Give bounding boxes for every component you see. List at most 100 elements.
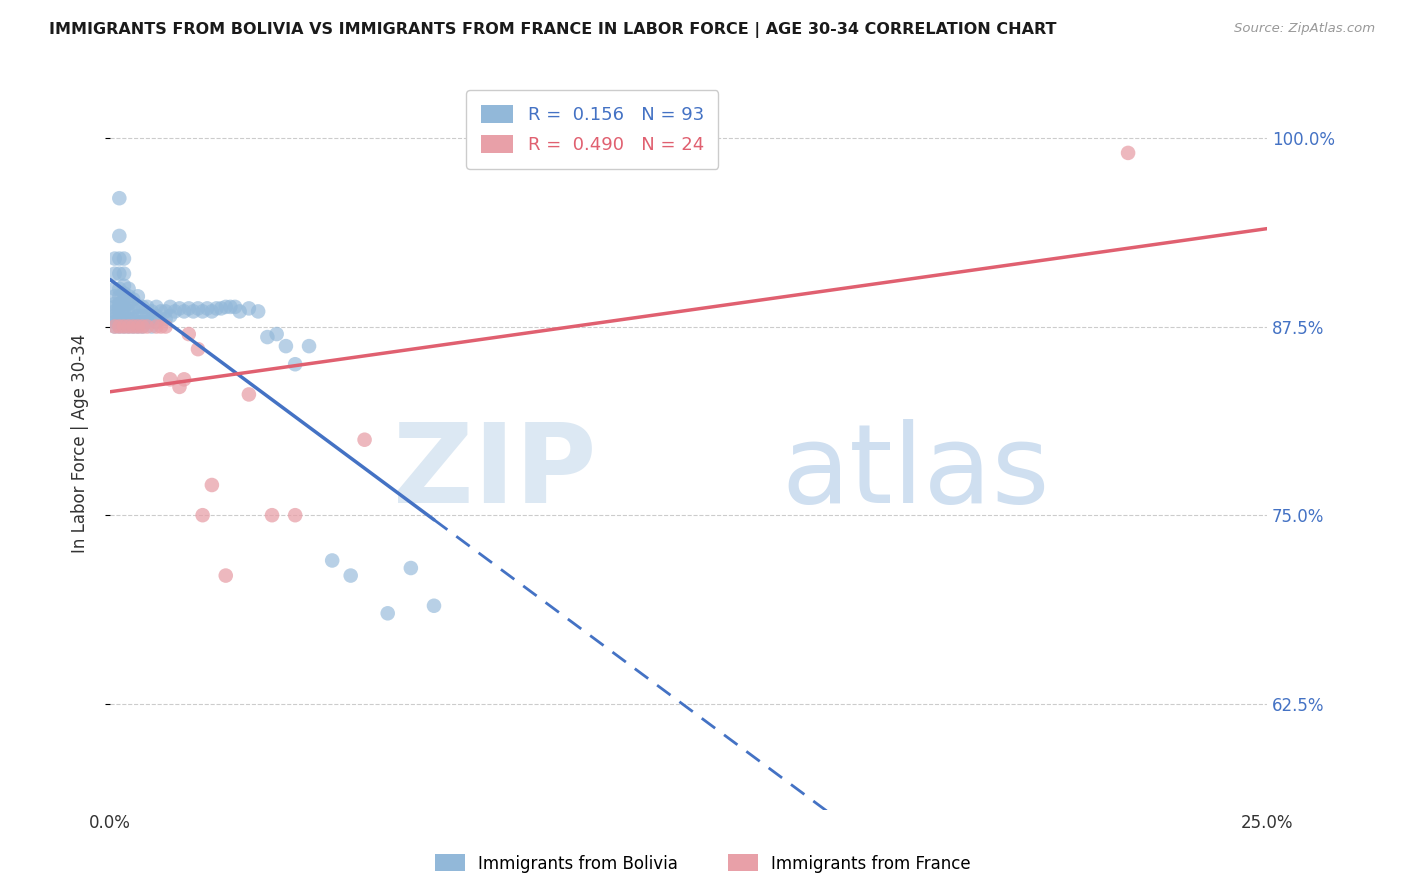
Point <box>117 282 139 296</box>
Point <box>155 304 177 318</box>
Text: ZIP: ZIP <box>392 419 596 526</box>
Point <box>136 319 159 334</box>
Point <box>104 297 127 311</box>
Point <box>260 508 283 523</box>
Point <box>159 309 181 323</box>
Point <box>108 267 131 281</box>
Point <box>284 357 307 371</box>
Point <box>108 319 131 334</box>
Point <box>145 319 167 334</box>
Point <box>423 599 446 613</box>
Point <box>112 300 135 314</box>
Point <box>219 300 242 314</box>
Point <box>238 387 260 401</box>
Point <box>1116 145 1139 160</box>
Point <box>187 301 209 316</box>
Point <box>149 319 172 334</box>
Point <box>377 607 399 621</box>
Point <box>108 289 131 303</box>
Point <box>256 330 278 344</box>
Point <box>224 300 246 314</box>
Point <box>191 304 214 318</box>
Point <box>117 289 139 303</box>
Point <box>117 319 139 334</box>
Point <box>195 301 218 316</box>
Point <box>112 286 135 301</box>
Point <box>112 293 135 307</box>
Point <box>112 319 135 334</box>
Point <box>108 315 131 329</box>
Point <box>205 301 228 316</box>
Point <box>136 309 159 323</box>
Point <box>122 312 145 326</box>
Point <box>339 568 361 582</box>
Point <box>191 508 214 523</box>
Point <box>238 301 260 316</box>
Point <box>183 304 205 318</box>
Text: Source: ZipAtlas.com: Source: ZipAtlas.com <box>1234 22 1375 36</box>
Point <box>104 289 127 303</box>
Point <box>104 319 127 334</box>
Point <box>127 319 149 334</box>
Point <box>169 301 191 316</box>
Point <box>215 568 238 582</box>
Point <box>112 267 135 281</box>
Point <box>117 304 139 318</box>
Point <box>136 300 159 314</box>
Point <box>112 315 135 329</box>
Point <box>173 372 195 386</box>
Point <box>104 319 127 334</box>
Point <box>145 315 167 329</box>
Point <box>163 304 186 318</box>
Point <box>353 433 375 447</box>
Point <box>247 304 270 318</box>
Point <box>127 300 149 314</box>
Point <box>104 300 127 314</box>
Point <box>155 312 177 326</box>
Point <box>215 300 238 314</box>
Point <box>187 342 209 356</box>
Point <box>108 191 131 205</box>
Point <box>108 304 131 318</box>
Point <box>201 478 224 492</box>
Point <box>112 319 135 334</box>
Point <box>117 312 139 326</box>
Point <box>108 300 131 314</box>
Point <box>149 304 172 318</box>
Point <box>127 289 149 303</box>
Point <box>159 372 181 386</box>
Point <box>131 300 153 314</box>
Point <box>108 312 131 326</box>
Point <box>141 319 163 334</box>
Text: atlas: atlas <box>780 419 1049 526</box>
Point <box>127 315 149 329</box>
Point <box>108 297 131 311</box>
Point <box>122 301 145 316</box>
Point <box>201 304 224 318</box>
Point <box>266 326 288 341</box>
Point <box>131 319 153 334</box>
Point <box>136 315 159 329</box>
Point <box>104 304 127 318</box>
Point <box>145 300 167 314</box>
Point <box>321 553 343 567</box>
Point <box>104 252 127 266</box>
Point <box>122 293 145 307</box>
Point <box>122 319 145 334</box>
Point <box>112 278 135 293</box>
Point <box>177 301 200 316</box>
Point <box>104 315 127 329</box>
Point <box>117 319 139 334</box>
Point <box>122 319 145 334</box>
Point <box>131 309 153 323</box>
Point <box>108 229 131 244</box>
Point <box>131 315 153 329</box>
Point <box>274 339 297 353</box>
Point <box>209 301 232 316</box>
Point <box>177 326 200 341</box>
Point <box>155 319 177 334</box>
Point <box>173 304 195 318</box>
Point <box>104 312 127 326</box>
Point <box>108 282 131 296</box>
Point <box>108 252 131 266</box>
